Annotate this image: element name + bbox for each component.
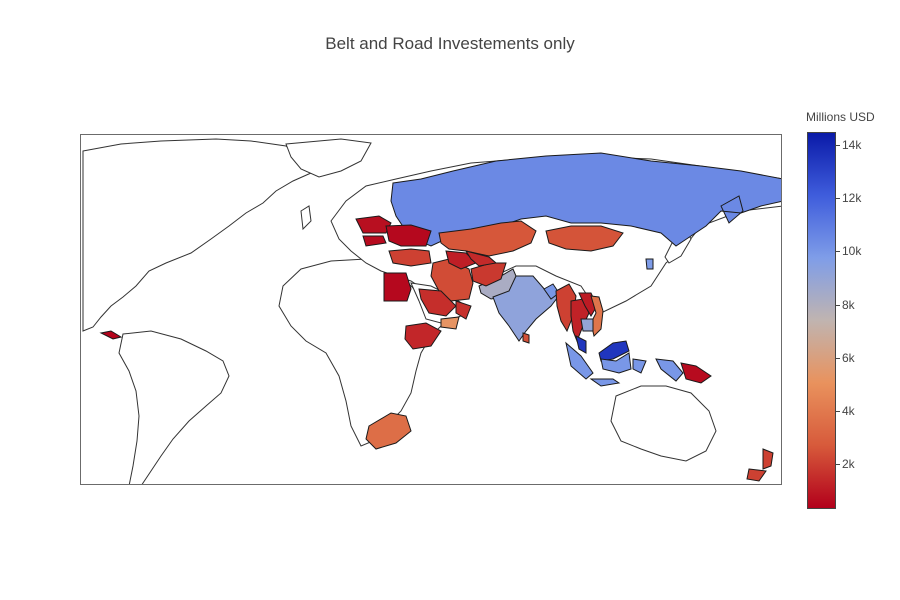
region-new-zealand[interactable] [746, 448, 774, 482]
region-india[interactable] [492, 275, 562, 342]
region-ethiopia[interactable] [404, 322, 442, 350]
greenland-landmass [285, 138, 372, 178]
colorbar-tick-label: 8k [836, 297, 855, 312]
region-cambodia[interactable] [580, 318, 594, 332]
map-area[interactable] [80, 134, 782, 485]
region-oman[interactable] [455, 300, 472, 320]
region-uzbekistan[interactable] [464, 250, 498, 267]
region-papua-new-guinea[interactable] [680, 362, 712, 384]
colorbar-tick-label: 14k [835, 138, 862, 153]
region-vietnam[interactable] [590, 295, 604, 337]
region-indonesia[interactable] [565, 341, 684, 387]
chart-title: Belt and Road Investements only [325, 34, 575, 53]
region-ukraine[interactable] [385, 224, 432, 247]
south-america-landmass [118, 330, 230, 484]
region-south-africa[interactable] [365, 412, 412, 450]
region-south-korea[interactable] [645, 258, 654, 270]
colorbar-title: Millions USD [806, 110, 875, 124]
colorbar [807, 132, 836, 509]
region-saudi-arabia[interactable] [418, 288, 457, 317]
region-mongolia[interactable] [545, 225, 624, 252]
region-hungary[interactable] [362, 235, 387, 247]
region-malaysia[interactable] [575, 335, 630, 362]
region-turkey[interactable] [388, 248, 432, 267]
colorbar-tick-label: 2k [836, 456, 855, 471]
region-kazakhstan[interactable] [438, 220, 537, 257]
region-egypt[interactable] [383, 272, 412, 302]
north-america-landmass [82, 138, 312, 332]
region-russia[interactable] [390, 152, 782, 247]
region-yemen[interactable] [440, 316, 460, 330]
colorbar-tick-label: 6k [836, 350, 855, 365]
uk-landmass [300, 205, 312, 231]
region-panama[interactable] [99, 330, 123, 340]
colorbar-tick-label: 12k [835, 191, 862, 206]
colorbar-tick-label: 4k [836, 403, 855, 418]
region-sri-lanka[interactable] [522, 332, 530, 344]
world-map [82, 138, 782, 484]
australia-landmass [610, 385, 717, 462]
colorbar-tick-label: 10k [835, 244, 862, 259]
